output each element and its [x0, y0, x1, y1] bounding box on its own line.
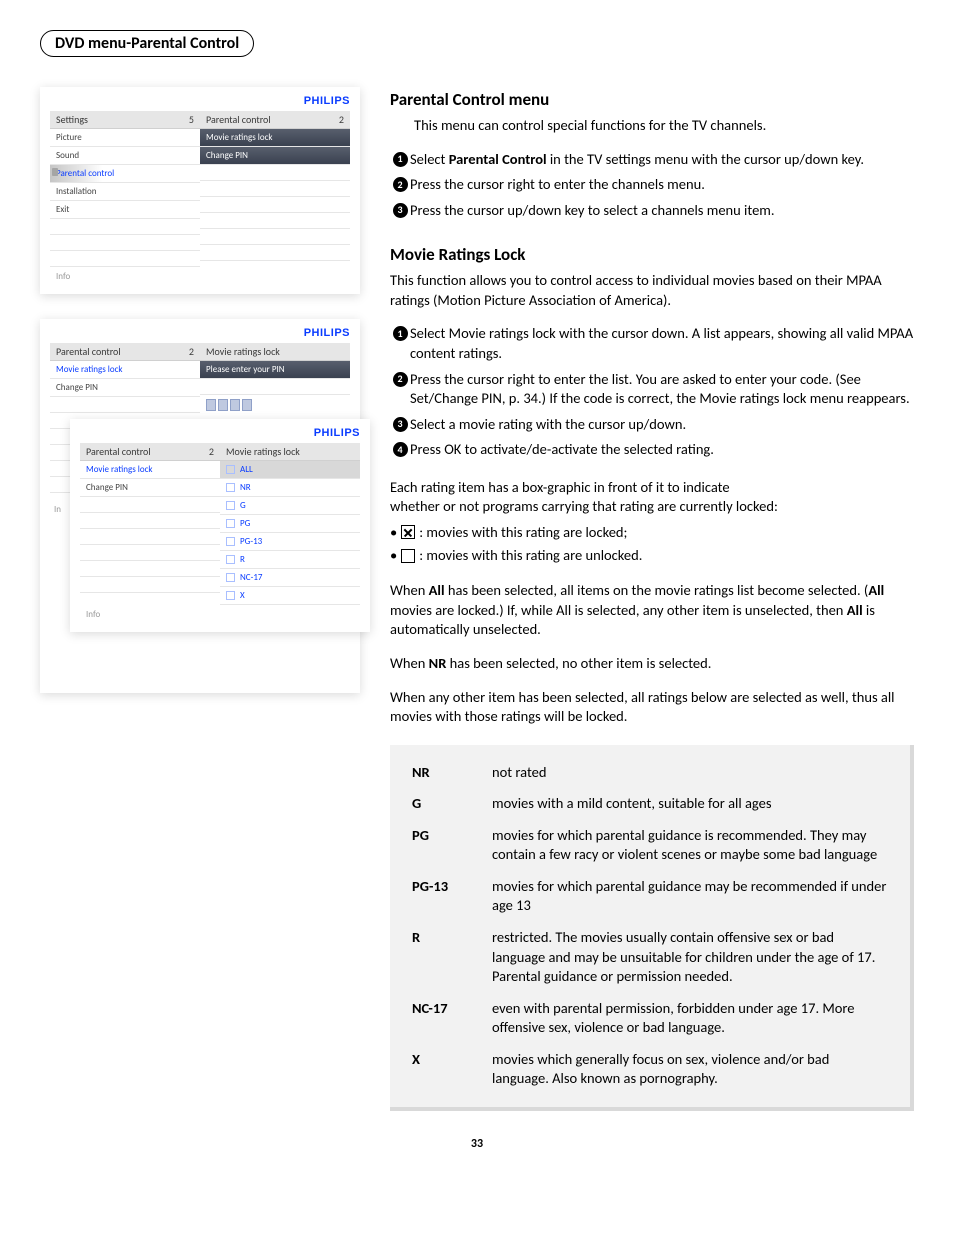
screenshot-ratings-list: PHILIPS Parental control2 Movie ratings … [70, 419, 370, 632]
rating-option[interactable]: NR [220, 479, 360, 497]
box-lead: whether or not programs carrying that ra… [390, 497, 914, 517]
step-text: Select Movie ratings lock with the curso… [410, 324, 914, 363]
intro-paragraph: This menu can control special functions … [390, 116, 914, 136]
step-number-icon: 4 [393, 442, 408, 457]
step-text: Press the cursor right to enter the list… [410, 370, 914, 409]
menu-item-selected[interactable]: Movie ratings lock [80, 461, 220, 479]
legend-unlocked: • : movies with this rating are unlocked… [390, 544, 914, 567]
checkbox-empty-icon [401, 549, 415, 563]
step-number-icon: 2 [393, 177, 408, 192]
menu-item[interactable]: Change PIN [80, 479, 220, 497]
brand-label: PHILIPS [80, 427, 360, 439]
other-note: When any other item has been selected, a… [390, 688, 914, 727]
pane-head-left: Parental control2 [50, 343, 200, 361]
box-lead: Each rating item has a box-graphic in fr… [390, 478, 914, 498]
ratings-row: PGmovies for which parental guidance is … [412, 826, 888, 865]
pane-head-left: Parental control2 [80, 443, 220, 461]
submenu-item[interactable]: Change PIN [200, 147, 350, 165]
heading-movie-ratings: Movie Ratings Lock [390, 244, 914, 265]
step-number-icon: 3 [393, 203, 408, 218]
rating-option[interactable]: X [220, 587, 360, 605]
heading-parental-control: Parental Control menu [390, 89, 914, 110]
rating-option[interactable]: PG-13 [220, 533, 360, 551]
ratings-row: PG-13movies for which parental guidance … [412, 877, 888, 916]
pane-head-left: Settings5 [50, 111, 200, 129]
step-number-icon: 3 [393, 417, 408, 432]
ratings-row: NC-17even with parental permission, forb… [412, 999, 888, 1038]
step-text: Select Parental Control in the TV settin… [410, 150, 914, 170]
info-footer: Info [50, 267, 350, 282]
section-title: DVD menu-Parental Control [40, 30, 254, 57]
pin-prompt: Please enter your PIN [200, 361, 350, 379]
pane-head-right: Movie ratings lock [200, 343, 350, 361]
submenu-item[interactable]: Movie ratings lock [200, 129, 350, 147]
step-text: Press OK to activate/de-activate the sel… [410, 440, 914, 460]
info-footer: In [48, 500, 67, 515]
screenshots-column: PHILIPS Settings5 Picture Sound Parental… [40, 87, 360, 1111]
screenshot-settings-menu: PHILIPS Settings5 Picture Sound Parental… [40, 87, 360, 294]
pane-head-right: Parental control2 [200, 111, 350, 129]
menu-item[interactable]: Exit [50, 201, 200, 219]
ratings-row: Gmovies with a mild content, suitable fo… [412, 794, 888, 814]
pin-input[interactable] [200, 395, 350, 415]
step-number-icon: 1 [393, 326, 408, 341]
all-note: When All has been selected, all items on… [390, 581, 914, 640]
ratings-table: NRnot rated Gmovies with a mild content,… [390, 745, 914, 1111]
step-text: Select a movie rating with the cursor up… [410, 415, 914, 435]
rating-option[interactable]: G [220, 497, 360, 515]
menu-item-selected[interactable]: Parental control [50, 165, 200, 183]
nr-note: When NR has been selected, no other item… [390, 654, 914, 674]
legend-locked: • : movies with this rating are locked; [390, 521, 914, 544]
ratings-row: Xmovies which generally focus on sex, vi… [412, 1050, 888, 1089]
explanation-column: Parental Control menu This menu can cont… [390, 87, 914, 1111]
pane-head-right: Movie ratings lock [220, 443, 360, 461]
screenshot-pin-entry: PHILIPS Parental control2 Movie ratings … [40, 319, 360, 693]
menu-item[interactable]: Installation [50, 183, 200, 201]
rating-option[interactable]: ALL [220, 461, 360, 479]
steps-group-1: 1 Select Parental Control in the TV sett… [390, 150, 914, 221]
step-text: Press the cursor right to enter the chan… [410, 175, 914, 195]
rating-option[interactable]: PG [220, 515, 360, 533]
step-number-icon: 1 [393, 152, 408, 167]
brand-label: PHILIPS [50, 327, 350, 339]
step-number-icon: 2 [393, 372, 408, 387]
menu-item-selected[interactable]: Movie ratings lock [50, 361, 200, 379]
menu-item[interactable]: Sound [50, 147, 200, 165]
brand-label: PHILIPS [50, 95, 350, 107]
checkbox-checked-icon [401, 525, 415, 539]
rating-option[interactable]: R [220, 551, 360, 569]
intro-paragraph: This function allows you to control acce… [390, 271, 914, 310]
ratings-row: Rrestricted. The movies usually contain … [412, 928, 888, 987]
menu-item[interactable]: Change PIN [50, 379, 200, 397]
page-number: 33 [40, 1137, 914, 1151]
ratings-row: NRnot rated [412, 763, 888, 783]
menu-item[interactable]: Picture [50, 129, 200, 147]
rating-option[interactable]: NC-17 [220, 569, 360, 587]
steps-group-2: 1Select Movie ratings lock with the curs… [390, 324, 914, 459]
info-footer: Info [80, 605, 360, 620]
step-text: Press the cursor up/down key to select a… [410, 201, 914, 221]
